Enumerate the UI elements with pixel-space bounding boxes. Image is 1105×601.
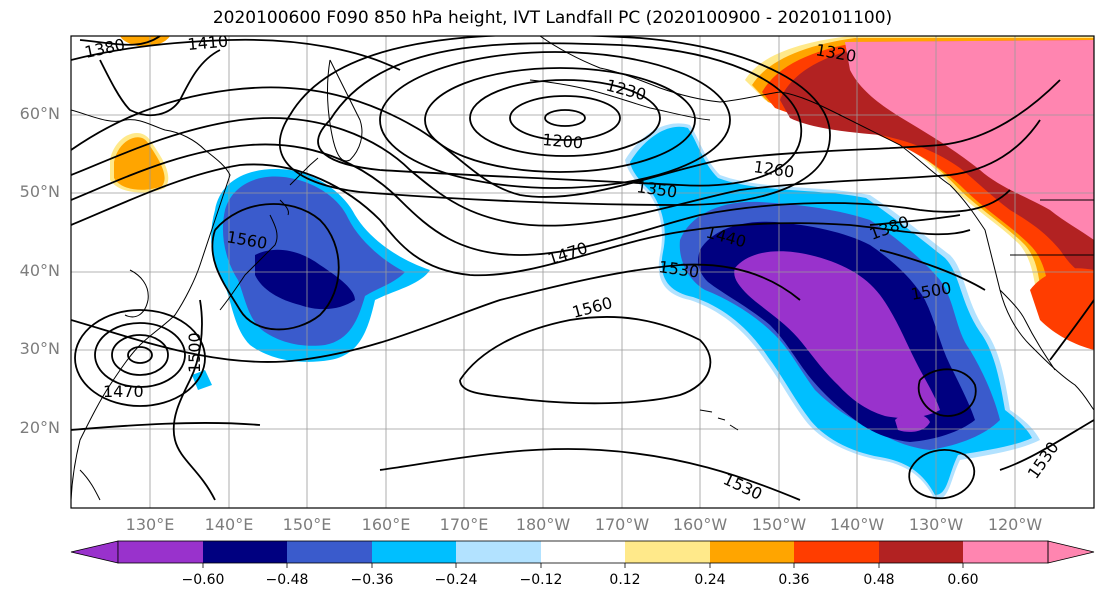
colorbar-tick-label: −0.48	[265, 572, 309, 588]
lon-label: 160°W	[672, 515, 728, 534]
colorbar-tick-label: −0.24	[434, 572, 478, 588]
lon-label: 170°W	[594, 515, 650, 534]
colorbar-tick-label: 0.12	[609, 572, 641, 588]
lon-label: 130°W	[908, 515, 964, 534]
negative-anomaly-shading-japan	[192, 169, 430, 390]
colorbar-tick-label: 0.48	[863, 572, 895, 588]
colorbar-tick-label: −0.60	[181, 572, 225, 588]
contour-label: 1410	[187, 32, 229, 54]
colorbar-swatch	[118, 541, 203, 563]
colorbar-swatch	[963, 541, 1048, 563]
colorbar-swatch	[794, 541, 879, 563]
colorbar-swatch	[203, 541, 287, 563]
lon-label: 130°E	[125, 515, 175, 534]
colorbar-swatch	[287, 541, 372, 563]
colorbar-tick-label: −0.36	[350, 572, 394, 588]
colorbar-swatch	[456, 541, 541, 563]
colorbar	[70, 540, 1095, 568]
lon-label: 170°E	[439, 515, 489, 534]
lat-label-30n: 30°N	[19, 339, 60, 358]
height-contours	[71, 36, 1094, 501]
colorbar-swatch	[372, 541, 456, 563]
lon-label: 150°W	[751, 515, 807, 534]
lat-label-20n: 20°N	[19, 418, 60, 437]
colorbar-swatch	[879, 541, 963, 563]
lon-label: 140°W	[829, 515, 885, 534]
graticule	[71, 36, 1094, 508]
colorbar-swatch	[541, 541, 625, 563]
colorbar-low-extension	[70, 540, 119, 564]
colorbar-high-extension	[1047, 540, 1095, 564]
contour-label: 1470	[103, 382, 144, 401]
map-frame	[70, 35, 1095, 509]
lon-label: 120°W	[987, 515, 1043, 534]
contour-label: 1200	[542, 130, 584, 152]
lon-label: 150°E	[282, 515, 332, 534]
colorbar-tick-label: 0.24	[694, 572, 726, 588]
lon-label: 160°E	[361, 515, 411, 534]
colorbar-swatch	[625, 541, 710, 563]
coastlines	[71, 36, 1094, 501]
lat-label-40n: 40°N	[19, 261, 60, 280]
lon-label: 140°E	[204, 515, 254, 534]
colorbar-swatch	[710, 541, 794, 563]
lat-label-60n: 60°N	[19, 104, 60, 123]
colorbar-tick-label: −0.12	[519, 572, 563, 588]
colorbar-tick-label: 0.36	[778, 572, 810, 588]
colorbar-frame	[117, 540, 1049, 564]
lon-label: 180°W	[515, 515, 571, 534]
lat-label-50n: 50°N	[19, 182, 60, 201]
map-title: 2020100600 F090 850 hPa height, IVT Land…	[212, 8, 893, 28]
colorbar-tick-label: 0.60	[947, 572, 979, 588]
contour-label: 1500	[185, 332, 204, 373]
